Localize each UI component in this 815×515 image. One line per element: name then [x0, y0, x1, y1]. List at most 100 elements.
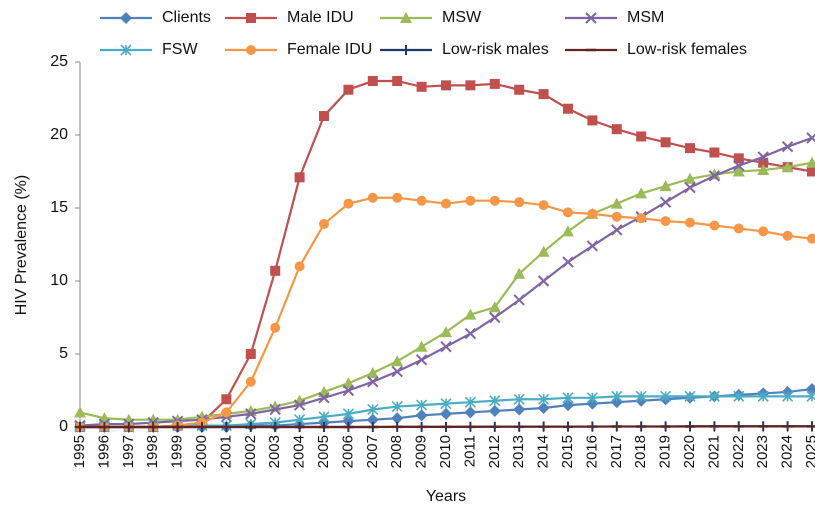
marker — [611, 390, 623, 402]
marker — [366, 366, 379, 378]
y-tick-label: 0 — [59, 418, 68, 435]
marker — [464, 406, 477, 419]
marker — [807, 166, 815, 177]
marker — [684, 172, 696, 184]
marker — [684, 181, 696, 194]
marker — [366, 413, 379, 426]
marker — [733, 223, 744, 234]
marker — [465, 195, 476, 206]
marker — [293, 399, 306, 411]
marker — [611, 124, 622, 135]
x-tick-label: 2024 — [779, 435, 796, 468]
marker — [757, 151, 769, 163]
marker — [391, 412, 404, 425]
marker — [513, 294, 525, 306]
marker — [636, 213, 647, 224]
x-tick-label: 1999 — [169, 435, 186, 468]
marker — [400, 12, 412, 23]
marker — [221, 394, 232, 405]
legend-label: Clients — [162, 9, 211, 26]
marker — [537, 245, 550, 257]
legend-label: Low-risk females — [627, 41, 747, 58]
marker — [513, 267, 526, 279]
marker — [562, 399, 574, 412]
marker — [684, 390, 696, 402]
marker — [635, 187, 648, 199]
marker — [488, 404, 501, 417]
marker — [367, 376, 379, 388]
marker — [392, 75, 403, 86]
x-tick-label: 2023 — [754, 435, 771, 468]
marker — [245, 349, 256, 359]
x-tick-label: 2012 — [486, 435, 503, 468]
marker — [391, 365, 403, 378]
marker — [781, 161, 794, 173]
marker — [246, 13, 256, 23]
marker — [488, 301, 501, 313]
series-line — [79, 136, 813, 427]
y-tick-label: 5 — [59, 345, 68, 362]
marker — [514, 197, 525, 208]
marker — [464, 396, 476, 408]
marker — [733, 159, 745, 172]
marker — [537, 402, 550, 415]
marker — [562, 225, 574, 237]
marker — [708, 170, 721, 182]
legend-label: FSW — [162, 41, 198, 58]
marker — [319, 111, 329, 122]
x-axis-label: Years — [426, 488, 466, 505]
marker — [342, 415, 355, 428]
marker — [441, 198, 451, 209]
marker — [611, 211, 622, 222]
x-tick-label: 2000 — [193, 435, 210, 468]
x-tick-label: 2007 — [364, 435, 381, 468]
marker — [294, 172, 305, 183]
marker — [563, 103, 573, 114]
marker — [440, 326, 452, 338]
marker — [269, 403, 281, 416]
y-tick-label: 20 — [50, 126, 68, 143]
marker — [610, 197, 623, 209]
marker — [611, 224, 623, 236]
marker — [401, 45, 411, 55]
marker — [757, 390, 769, 402]
marker — [585, 12, 597, 24]
marker — [636, 131, 647, 142]
x-tick-label: 1996 — [95, 435, 112, 468]
marker — [782, 390, 794, 402]
marker — [806, 156, 815, 168]
marker — [685, 143, 695, 154]
marker — [318, 392, 330, 404]
marker — [562, 392, 574, 404]
marker — [391, 400, 403, 413]
marker — [120, 44, 132, 56]
x-tick-label: 2009 — [413, 435, 430, 468]
marker — [660, 216, 671, 227]
marker — [464, 308, 477, 320]
marker — [538, 393, 550, 405]
marker — [489, 195, 500, 206]
marker — [342, 377, 355, 389]
marker — [537, 275, 550, 287]
marker — [221, 407, 232, 418]
marker — [342, 384, 355, 397]
marker — [415, 409, 428, 422]
marker — [758, 157, 769, 168]
x-tick-label: 2013 — [510, 435, 527, 468]
marker — [294, 261, 305, 272]
marker — [489, 311, 501, 324]
marker — [416, 399, 428, 411]
marker — [440, 398, 452, 410]
marker — [709, 220, 720, 231]
marker — [685, 217, 695, 228]
marker — [319, 219, 329, 230]
y-axis-label: HIV Prevalence (%) — [13, 175, 30, 316]
marker — [757, 164, 770, 176]
x-tick-label: 2001 — [217, 435, 234, 468]
legend-label: Low-risk males — [442, 41, 549, 58]
marker — [367, 192, 378, 203]
x-tick-label: 2018 — [632, 435, 649, 468]
marker — [120, 12, 132, 24]
